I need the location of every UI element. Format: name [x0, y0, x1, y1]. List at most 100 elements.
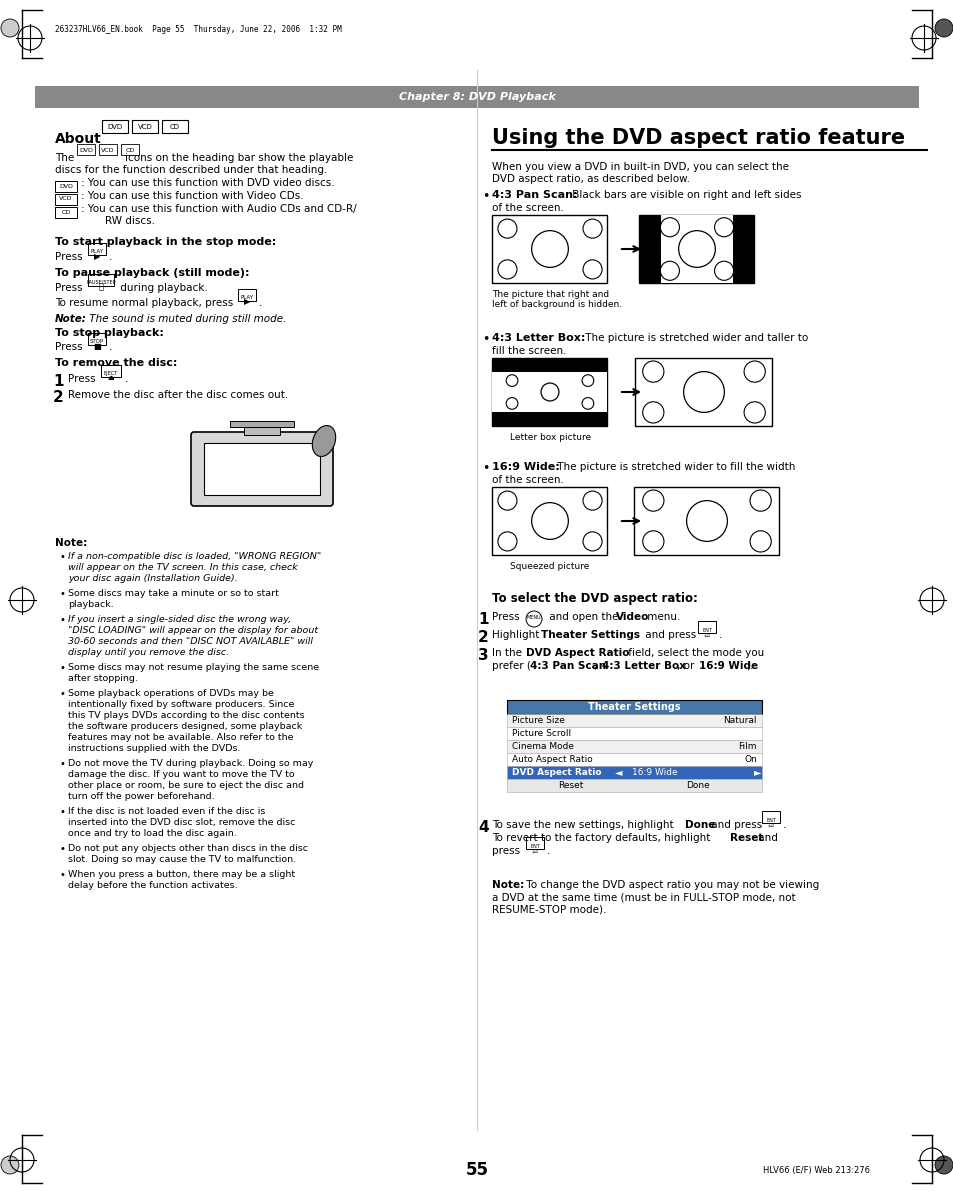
- Text: ►: ►: [753, 767, 760, 778]
- Text: Picture Scroll: Picture Scroll: [512, 729, 571, 738]
- Text: CD: CD: [170, 124, 180, 130]
- Text: 263237HLV66_EN.book  Page 55  Thursday, June 22, 2006  1:32 PM: 263237HLV66_EN.book Page 55 Thursday, Ju…: [55, 25, 341, 35]
- Bar: [639, 215, 754, 283]
- Text: your disc again (Installation Guide).: your disc again (Installation Guide).: [68, 574, 237, 583]
- Text: ⏎: ⏎: [532, 848, 537, 854]
- Text: Reset: Reset: [558, 781, 583, 790]
- Text: To start playback in the stop mode:: To start playback in the stop mode:: [55, 237, 276, 247]
- Circle shape: [1, 19, 19, 37]
- Text: To revert to the factory defaults, highlight: To revert to the factory defaults, highl…: [492, 833, 713, 843]
- Text: delay before the function activates.: delay before the function activates.: [68, 880, 237, 890]
- Text: If the disc is not loaded even if the disc is: If the disc is not loaded even if the di…: [68, 806, 265, 816]
- Text: •: •: [60, 616, 66, 625]
- Text: CD: CD: [125, 148, 134, 153]
- Text: •: •: [481, 333, 489, 346]
- Text: and: and: [754, 833, 777, 843]
- Text: The picture is stretched wider to fill the width: The picture is stretched wider to fill t…: [554, 462, 795, 472]
- Text: Some playback operations of DVDs may be: Some playback operations of DVDs may be: [68, 690, 274, 698]
- Bar: [162, 120, 188, 132]
- Text: inserted into the DVD disc slot, remove the disc: inserted into the DVD disc slot, remove …: [68, 818, 295, 827]
- Text: ■: ■: [93, 341, 101, 351]
- Text: Some discs may not resume playing the same scene: Some discs may not resume playing the sa…: [68, 663, 319, 672]
- Text: •: •: [60, 663, 66, 673]
- Text: Video: Video: [616, 612, 649, 622]
- Text: .: .: [258, 298, 262, 308]
- Bar: [634, 487, 779, 555]
- Bar: [506, 727, 761, 740]
- Text: during playback.: during playback.: [117, 283, 208, 293]
- Text: the software producers designed, some playback: the software producers designed, some pl…: [68, 722, 302, 731]
- Text: features may not be available. Also refer to the: features may not be available. Also refe…: [68, 733, 294, 742]
- Text: ,: ,: [594, 661, 600, 670]
- Text: PLAY: PLAY: [240, 295, 253, 299]
- Circle shape: [1, 1156, 19, 1174]
- Text: DVD: DVD: [108, 124, 122, 130]
- Text: RW discs.: RW discs.: [105, 216, 154, 225]
- Text: Letter box picture: Letter box picture: [510, 433, 591, 441]
- Text: Theater Settings: Theater Settings: [540, 630, 639, 639]
- Text: playback.: playback.: [68, 600, 113, 608]
- Text: VCD: VCD: [59, 197, 72, 202]
- Bar: [506, 740, 761, 753]
- Text: field, select the mode you: field, select the mode you: [624, 648, 763, 659]
- Text: : You can use this function with Video CDs.: : You can use this function with Video C…: [81, 191, 303, 200]
- Text: 4:3 Pan Scan:: 4:3 Pan Scan:: [492, 190, 577, 200]
- Circle shape: [934, 19, 952, 37]
- Text: 4:3 Letter Box:: 4:3 Letter Box:: [492, 333, 585, 344]
- Text: 4:3 Letter Box: 4:3 Letter Box: [601, 661, 685, 670]
- Bar: [77, 144, 95, 155]
- Bar: [35, 86, 918, 109]
- Text: RESUME-STOP mode).: RESUME-STOP mode).: [492, 904, 606, 914]
- Text: Press: Press: [492, 612, 519, 622]
- Text: HLV66 (E/F) Web 213:276: HLV66 (E/F) Web 213:276: [762, 1166, 869, 1174]
- Text: When you press a button, there may be a slight: When you press a button, there may be a …: [68, 870, 294, 879]
- Text: VCD: VCD: [101, 148, 114, 153]
- Text: and press: and press: [641, 630, 696, 639]
- Text: Done: Done: [684, 820, 715, 830]
- Circle shape: [934, 1156, 952, 1174]
- Text: ⏸: ⏸: [98, 283, 103, 291]
- Text: 2: 2: [477, 630, 488, 645]
- Text: To save the new settings, highlight: To save the new settings, highlight: [492, 820, 677, 830]
- Bar: [132, 120, 158, 132]
- Text: MENU: MENU: [526, 616, 540, 620]
- Bar: [506, 700, 761, 713]
- Text: The picture that right and: The picture that right and: [492, 290, 608, 299]
- Text: Press: Press: [55, 283, 83, 293]
- Text: instructions supplied with the DVDs.: instructions supplied with the DVDs.: [68, 744, 240, 753]
- Text: DVD Aspect Ratio: DVD Aspect Ratio: [512, 768, 601, 777]
- Text: Do not move the TV during playback. Doing so may: Do not move the TV during playback. Doin…: [68, 759, 313, 768]
- Text: .: .: [125, 373, 129, 384]
- Text: .: .: [109, 252, 112, 262]
- Text: PAUSE/STEP: PAUSE/STEP: [86, 280, 115, 285]
- Text: Highlight: Highlight: [492, 630, 542, 639]
- Text: left of background is hidden.: left of background is hidden.: [492, 299, 621, 309]
- Text: Picture Size: Picture Size: [512, 716, 564, 725]
- Text: this TV plays DVDs according to the disc contents: this TV plays DVDs according to the disc…: [68, 711, 304, 721]
- Bar: [660, 215, 732, 283]
- Text: 16:9 Wide:: 16:9 Wide:: [492, 462, 559, 472]
- Text: Film: Film: [738, 742, 757, 752]
- Text: Auto Aspect Ratio: Auto Aspect Ratio: [512, 755, 592, 764]
- Text: .: .: [782, 820, 785, 830]
- Text: To pause playback (still mode):: To pause playback (still mode):: [55, 268, 250, 278]
- Text: When you view a DVD in built-in DVD, you can select the: When you view a DVD in built-in DVD, you…: [492, 162, 788, 172]
- Text: 2: 2: [53, 390, 64, 404]
- Text: Reset: Reset: [729, 833, 762, 843]
- Text: •: •: [60, 806, 66, 817]
- Text: DVD: DVD: [79, 148, 92, 153]
- Text: Press: Press: [55, 252, 83, 262]
- Text: 16:9 Wide: 16:9 Wide: [631, 768, 677, 777]
- Bar: [244, 427, 280, 435]
- Text: once and try to load the disc again.: once and try to load the disc again.: [68, 829, 236, 837]
- Text: 55: 55: [465, 1161, 488, 1179]
- Bar: [55, 194, 77, 205]
- Text: •: •: [481, 190, 489, 203]
- Text: of the screen.: of the screen.: [492, 475, 563, 486]
- Bar: [55, 208, 77, 218]
- Text: will appear on the TV screen. In this case, check: will appear on the TV screen. In this ca…: [68, 563, 297, 571]
- Text: Do not put any objects other than discs in the disc: Do not put any objects other than discs …: [68, 843, 308, 853]
- Bar: [525, 837, 543, 849]
- Text: ENT: ENT: [701, 628, 711, 633]
- Text: •: •: [60, 552, 66, 562]
